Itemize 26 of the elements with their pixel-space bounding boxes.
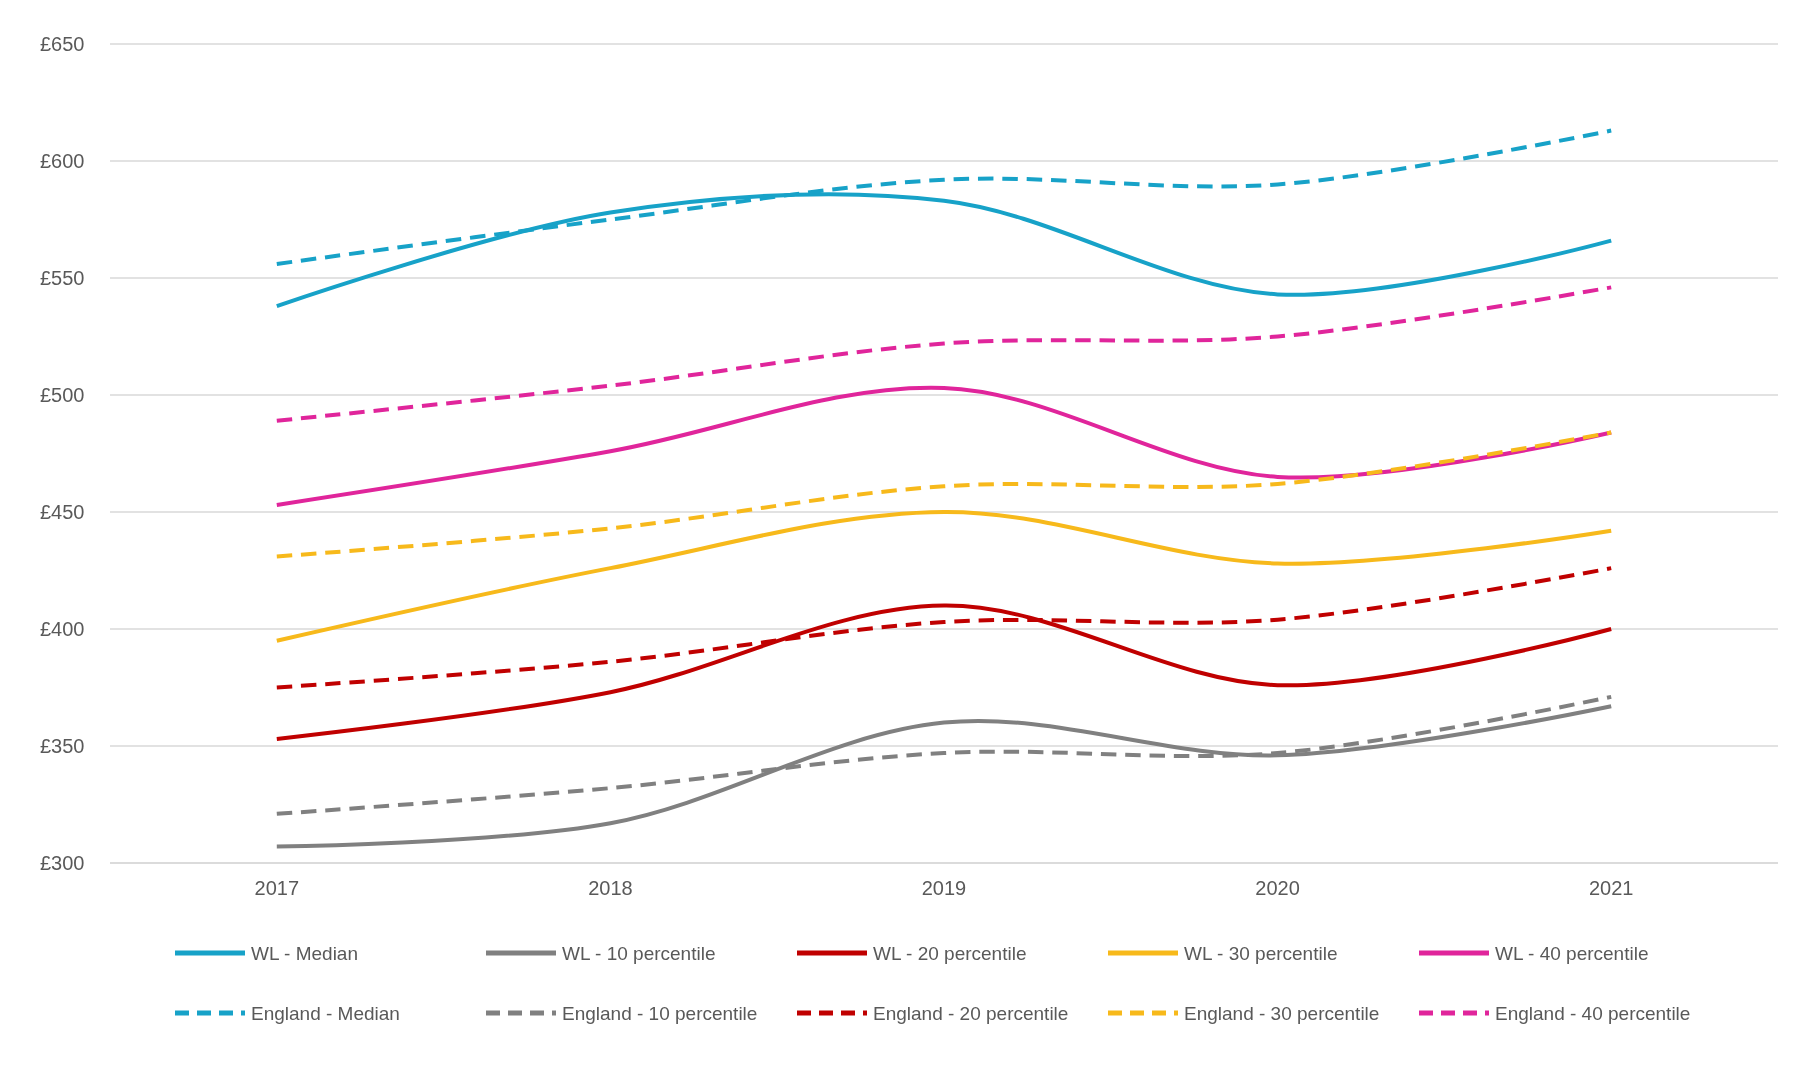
legend-label: England - 30 percentile [1184, 1002, 1380, 1024]
y-tick-label: £350 [40, 735, 85, 757]
x-tick-label: 2017 [254, 877, 300, 899]
x-tick-label: 2021 [1588, 877, 1634, 899]
line-series [274, 510, 1614, 643]
legend-label: WL - 30 percentile [1184, 942, 1338, 964]
y-tick-label: £450 [40, 501, 85, 523]
legend-label: WL - 40 percentile [1495, 942, 1649, 964]
legend-label: WL - Median [251, 942, 358, 964]
legend-label: England - Median [251, 1002, 400, 1024]
y-tick-label: £400 [40, 618, 85, 640]
legend-label: England - 20 percentile [873, 1002, 1069, 1024]
y-tick-label: £500 [40, 384, 85, 406]
legend-label: England - 10 percentile [562, 1002, 758, 1024]
x-tick-label: 2019 [921, 877, 967, 899]
legend-label: WL - 10 percentile [562, 942, 716, 964]
legend-label: England - 40 percentile [1495, 1002, 1691, 1024]
y-tick-label: £300 [40, 852, 85, 874]
line-series [274, 430, 1614, 559]
y-tick-label: £650 [40, 33, 85, 55]
legend-label: WL - 20 percentile [873, 942, 1027, 964]
y-tick-label: £550 [40, 267, 85, 289]
line-series [274, 285, 1614, 423]
x-tick-label: 2018 [588, 877, 633, 899]
y-tick-label: £600 [40, 150, 85, 172]
x-tick-label: 2020 [1255, 877, 1300, 899]
